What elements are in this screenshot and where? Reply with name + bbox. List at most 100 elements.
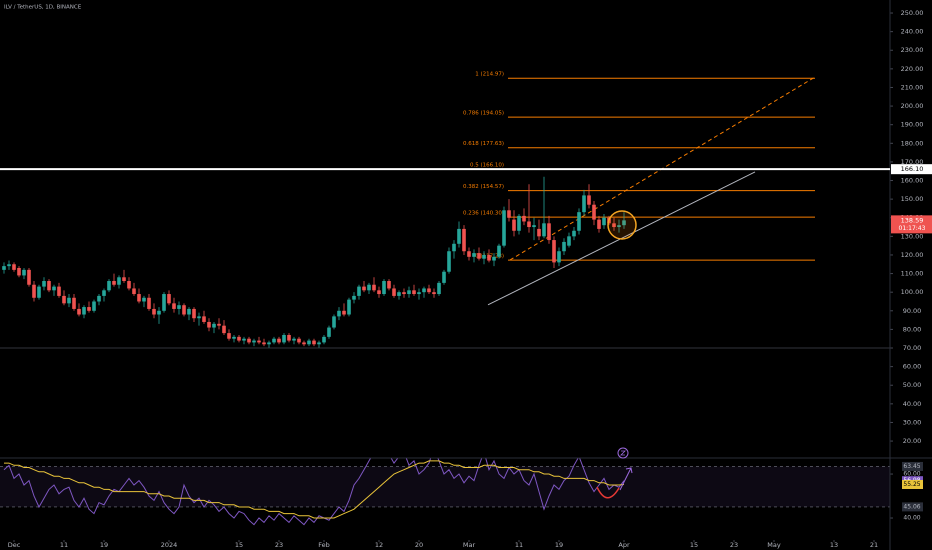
candle-body	[362, 286, 366, 291]
countdown-label: 01:17:43	[899, 225, 926, 232]
y-tick-label: 20.00	[903, 437, 922, 445]
candle-body	[427, 288, 431, 293]
fib-label: 0.786 (194.05)	[463, 111, 504, 117]
candle-body	[287, 334, 291, 341]
last-price-label: 138.59	[901, 216, 924, 224]
candle-body	[87, 307, 91, 311]
rsi-band-label: 63.45	[903, 463, 920, 470]
candle-body	[342, 310, 346, 315]
candle-body	[542, 223, 546, 237]
candle-body	[387, 281, 391, 289]
fib-label: 0.382 (154.57)	[463, 184, 504, 190]
x-tick-label: 23	[730, 541, 738, 549]
y-tick-label: 190.00	[901, 121, 924, 129]
y-tick-label: 200.00	[901, 102, 924, 110]
price-badge-label: 166.10	[901, 165, 924, 173]
candle-body	[42, 281, 46, 287]
candle-body	[532, 225, 536, 228]
candle-body	[602, 217, 606, 226]
candle-body	[62, 295, 66, 304]
candle-body	[2, 266, 6, 270]
candle-body	[187, 308, 191, 315]
candle-body	[142, 297, 146, 302]
candle-body	[57, 286, 61, 296]
candle-body	[612, 223, 616, 228]
y-tick-label: 80.00	[903, 325, 922, 333]
x-tick-label: 19	[100, 541, 108, 549]
candle-body	[472, 253, 476, 257]
candle-body	[177, 305, 181, 309]
candle-body	[112, 281, 116, 285]
candle-body	[412, 290, 416, 295]
x-tick-label: 2024	[161, 541, 178, 549]
y-tick-label: 110.00	[901, 270, 924, 278]
rsi-tick-label: 60.00	[903, 471, 920, 478]
y-tick-label: 150.00	[901, 195, 924, 203]
y-tick-label: 250.00	[901, 9, 924, 17]
candle-body	[152, 308, 156, 315]
candle-body	[432, 292, 436, 295]
candle-body	[92, 301, 96, 311]
up-arrow	[619, 467, 633, 491]
x-tick-label: 11	[60, 541, 68, 549]
y-tick-label: 230.00	[901, 46, 924, 54]
x-tick-label: Dec	[8, 541, 21, 549]
candle-body	[72, 297, 76, 309]
candle-body	[377, 290, 381, 295]
candle-body	[587, 195, 591, 205]
candle-body	[127, 281, 131, 289]
candle-body	[467, 251, 471, 257]
candle-body	[557, 251, 561, 263]
event-icon	[617, 447, 629, 459]
candle-body	[407, 290, 411, 295]
candle-body	[452, 243, 456, 252]
candle-body	[232, 336, 236, 339]
candle-body	[27, 269, 31, 285]
candle-body	[392, 288, 396, 296]
candle-body	[282, 334, 286, 343]
candle-body	[252, 340, 256, 343]
highlight-circle	[607, 210, 637, 240]
y-tick-label: 160.00	[901, 177, 924, 185]
candle-body	[47, 281, 51, 291]
candle-body	[52, 286, 56, 291]
candle-body	[37, 286, 41, 298]
x-tick-label: Apr	[618, 541, 630, 549]
candle-body	[327, 327, 331, 337]
rsi-band-badge	[902, 502, 923, 512]
candle-body	[277, 338, 281, 343]
candle-body	[157, 310, 161, 315]
candle-body	[397, 292, 401, 296]
y-tick-label: 170.00	[901, 158, 924, 166]
candle-body	[322, 336, 326, 343]
x-tick-label: May	[767, 541, 781, 549]
candle-body	[97, 295, 101, 302]
rsi-band-badge	[902, 461, 923, 471]
candle-body	[292, 338, 296, 341]
rsi-band-label: 45.06	[903, 503, 920, 510]
candle-body	[117, 277, 121, 285]
candle-body	[357, 286, 361, 296]
candle-body	[197, 316, 201, 319]
candle-body	[337, 310, 341, 317]
candle-body	[67, 297, 71, 304]
x-tick-label: 15	[690, 541, 698, 549]
y-tick-label: 120.00	[901, 251, 924, 259]
candle-body	[332, 316, 336, 328]
candle-body	[492, 256, 496, 261]
candle-body	[497, 245, 501, 257]
fib-label: 0.618 (177.63)	[463, 141, 504, 147]
candle-body	[207, 321, 211, 328]
candle-body	[257, 340, 261, 343]
candle-body	[487, 254, 491, 261]
x-tick-label: 21	[870, 541, 878, 549]
candle-body	[547, 223, 551, 241]
candle-body	[462, 228, 466, 252]
rsi-tick-label: 40.00	[903, 515, 920, 522]
candle-body	[442, 271, 446, 283]
candle-body	[107, 281, 111, 291]
y-tick-label: 30.00	[903, 418, 922, 426]
candle-body	[202, 316, 206, 322]
candle-body	[592, 204, 596, 220]
